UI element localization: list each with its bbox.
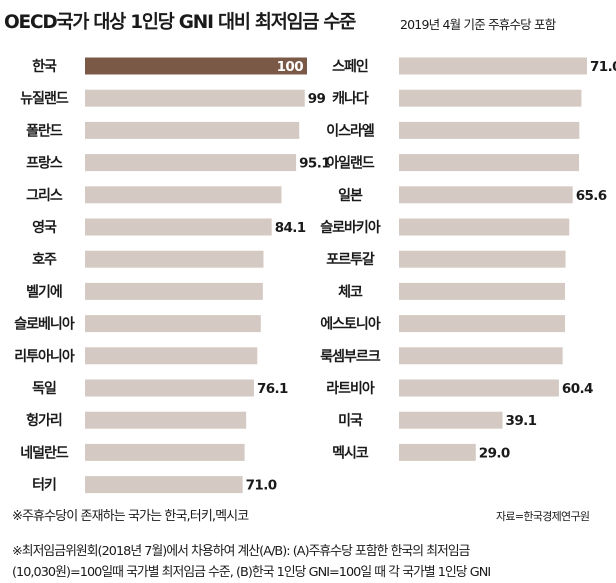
- bar-right-0: [399, 57, 587, 75]
- bar-left-4: [85, 186, 282, 204]
- category-label: 일본: [338, 188, 363, 204]
- bar-left-8: [85, 315, 261, 333]
- category-label: 영국: [32, 219, 57, 236]
- value-label: 100: [277, 59, 304, 75]
- bar-left-13: [85, 476, 243, 494]
- category-label: 아일랜드: [326, 155, 375, 172]
- bar-left-2: [85, 121, 300, 139]
- bar-left-0: [85, 57, 307, 75]
- footnote-weekly-allowance: ※주휴수당이 존재하는 국가는 한국,터키,멕시코: [12, 509, 249, 524]
- category-label: 리투아니아: [14, 348, 75, 365]
- value-label: 84.1: [275, 220, 306, 236]
- category-label: 프랑스: [26, 156, 63, 172]
- category-label: 독일: [32, 381, 56, 397]
- bar-left-7: [85, 282, 263, 300]
- category-label: 한국: [32, 59, 57, 75]
- value-label: 29.0: [479, 445, 510, 461]
- value-label: 76.1: [257, 381, 288, 397]
- bar-left-9: [85, 347, 258, 365]
- value-label: 39.1: [506, 413, 537, 429]
- value-label: 99: [308, 91, 326, 107]
- bar-right-10: [399, 379, 559, 397]
- bar-right-8: [399, 315, 566, 333]
- value-label: 60.4: [562, 381, 593, 397]
- bar-right-5: [399, 218, 570, 236]
- bar-left-11: [85, 411, 247, 429]
- category-label: 터키: [32, 478, 56, 494]
- bar-right-7: [399, 282, 566, 300]
- bar-left-10: [85, 379, 254, 397]
- bar-left-5: [85, 218, 272, 236]
- category-label: 호주: [32, 252, 57, 268]
- chart-subtitle: 2019년 4월 기준 주휴수당 포함: [400, 17, 556, 32]
- bar-right-3: [399, 154, 580, 172]
- footnote-method-line1: ※최저임금위원회(2018년 7월)에서 차용하여 계산(A/B): (A)주휴…: [12, 544, 470, 559]
- bar-left-6: [85, 250, 264, 268]
- bar-right-12: [399, 443, 476, 461]
- value-label: 95.1: [299, 156, 330, 172]
- category-label: 멕시코: [332, 444, 369, 461]
- bar-right-2: [399, 121, 580, 139]
- category-label: 이스라엘: [326, 122, 375, 139]
- category-label: 그리스: [26, 188, 63, 204]
- category-label: 네덜란드: [20, 444, 69, 461]
- category-label: 스페인: [332, 58, 368, 75]
- bar-right-9: [399, 347, 563, 365]
- category-label: 슬로바키아: [320, 219, 381, 236]
- category-label: 미국: [338, 413, 363, 429]
- footnote-method-line2: (10,030원)=100일때 국가별 최저임금 수준, (B)한국 1인당 G…: [12, 565, 491, 580]
- bar-left-12: [85, 443, 245, 461]
- category-label: 벨기에: [26, 284, 62, 300]
- value-label: 71.0: [246, 478, 277, 494]
- chart-title: OECD국가 대상 1인당 GNI 대비 최저임금 수준: [4, 12, 356, 33]
- category-label: 룩셈부르크: [320, 348, 381, 365]
- category-label: 폴란드: [26, 122, 63, 139]
- value-label: 71.0: [590, 59, 616, 75]
- bar-right-1: [399, 89, 582, 107]
- bar-right-4: [399, 186, 573, 204]
- bar-right-11: [399, 411, 503, 429]
- category-label: 뉴질랜드: [20, 90, 69, 107]
- category-label: 슬로베니아: [14, 316, 75, 333]
- category-label: 체코: [338, 284, 363, 300]
- category-label: 헝가리: [26, 412, 62, 429]
- category-label: 라트비아: [326, 380, 375, 397]
- source-label: 자료=한국경제연구원: [496, 510, 590, 523]
- bar-right-6: [399, 250, 566, 268]
- category-label: 캐나다: [332, 91, 369, 107]
- bar-left-3: [85, 154, 297, 172]
- category-label: 에스토니아: [320, 316, 381, 333]
- bar-left-1: [85, 89, 305, 107]
- value-label: 65.6: [576, 188, 607, 204]
- category-label: 포르투갈: [326, 252, 375, 268]
